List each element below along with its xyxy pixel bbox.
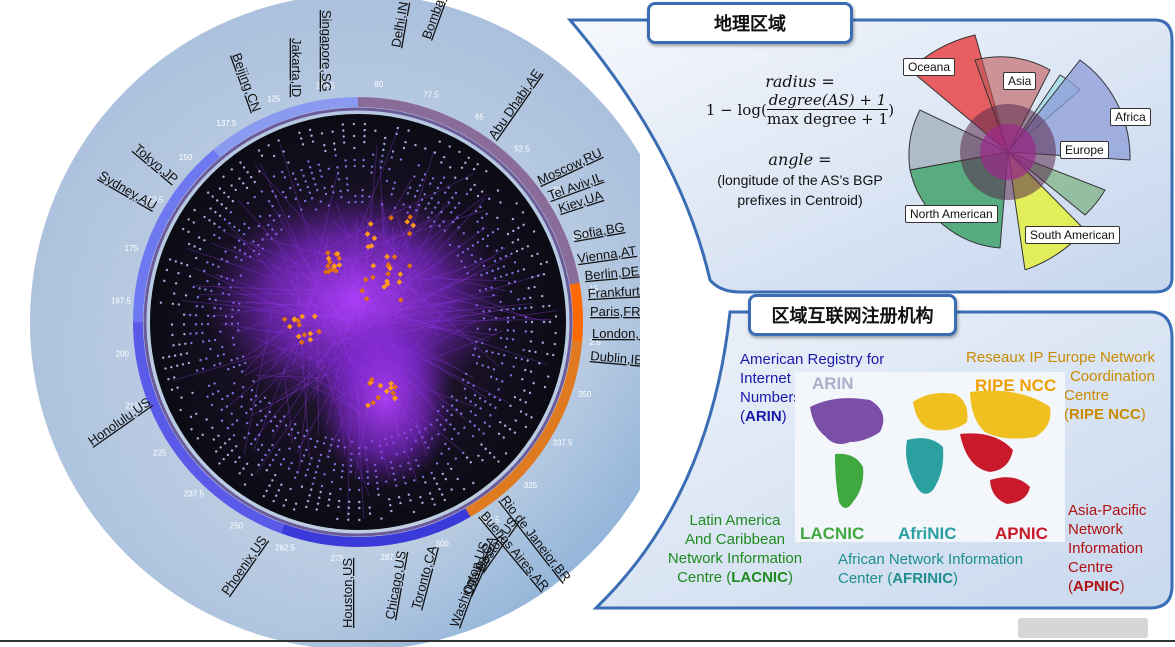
tick-label: 150 bbox=[179, 153, 193, 162]
arin-line-1: American Registry for bbox=[740, 350, 884, 369]
tick-label: 125 bbox=[267, 94, 281, 103]
tick-label: 90 bbox=[374, 80, 383, 89]
afrinic-line-2: Center bbox=[838, 570, 883, 587]
apnic-description: Asia-Pacific Network Information Centre … bbox=[1068, 501, 1146, 596]
region-label-south-american: South American bbox=[1025, 226, 1120, 244]
ripe-line-1: Reseaux IP Europe Network bbox=[950, 348, 1155, 367]
geo-region-title-text: 地理区域 bbox=[714, 10, 786, 36]
arin-abbr: ARIN bbox=[745, 408, 782, 425]
log-suffix: ) bbox=[888, 101, 894, 119]
rir-world-map bbox=[795, 372, 1065, 542]
rir-title-text: 区域互联网注册机构 bbox=[772, 302, 934, 328]
as-circle-visualization: 90 77.5 65 52.5 40 27.5 15 2.5 350 337.5 325 312.5 3… bbox=[0, 0, 640, 647]
tick-label: 325 bbox=[524, 481, 538, 490]
lacnic-line-4: Centre bbox=[677, 569, 722, 586]
tick-label: 262.5 bbox=[275, 544, 296, 553]
angle-desc-2: prefixes in Centroid) bbox=[700, 190, 900, 210]
lacnic-line-2: And Caribbean bbox=[655, 530, 815, 549]
region-label-north-american: North American bbox=[905, 205, 998, 223]
city-label: Jakarta,ID bbox=[289, 38, 304, 97]
lacnic-line-3: Network Information bbox=[655, 549, 815, 568]
apnic-line-4: Centre bbox=[1068, 558, 1146, 577]
geo-region-title: 地理区域 bbox=[647, 2, 853, 44]
region-label-europe: Europe bbox=[1060, 141, 1109, 159]
city-label: Singapore,SG bbox=[319, 10, 334, 92]
map-tag-lacnic: LACNIC bbox=[800, 524, 864, 544]
tick-label: 65 bbox=[475, 112, 484, 121]
map-tag-arin: ARIN bbox=[812, 374, 854, 394]
afrinic-line-1: African Network Information bbox=[838, 550, 1023, 569]
ripe-abbr: RIPE NCC bbox=[1069, 406, 1141, 423]
apnic-abbr: APNIC bbox=[1073, 578, 1120, 595]
tick-label: 187.5 bbox=[111, 296, 132, 305]
apnic-line-2: Network bbox=[1068, 520, 1146, 539]
lacnic-abbr: LACNIC bbox=[731, 569, 788, 586]
apnic-line-3: Information bbox=[1068, 539, 1146, 558]
log-prefix: 1 − log( bbox=[706, 101, 767, 119]
angle-desc-1: (longitude of the AS’s BGP bbox=[700, 170, 900, 190]
lacnic-description: Latin America And Caribbean Network Info… bbox=[655, 511, 815, 587]
radius-formula: radius = 1 − log( degree(AS) + 1 max deg… bbox=[700, 72, 900, 128]
region-label-africa: Africa bbox=[1110, 108, 1151, 126]
apnic-line-1: Asia-Pacific bbox=[1068, 501, 1146, 520]
angle-label: angle = bbox=[700, 150, 900, 170]
city-label: Houston,US bbox=[340, 558, 355, 628]
footer-bar bbox=[1018, 618, 1148, 638]
formula-numerator: degree(AS) + 1 bbox=[767, 91, 888, 110]
tick-label: 137.5 bbox=[216, 119, 237, 128]
angle-formula: angle = (longitude of the AS’s BGP prefi… bbox=[700, 150, 900, 210]
map-tag-ripe: RIPE NCC bbox=[975, 376, 1056, 396]
tick-label: 337.5 bbox=[553, 439, 574, 448]
tick-label: 225 bbox=[153, 449, 167, 458]
tick-label: 52.5 bbox=[514, 145, 530, 154]
rir-title: 区域互联网注册机构 bbox=[748, 294, 957, 336]
afrinic-description: African Network Information Center (AFRI… bbox=[838, 550, 1023, 588]
tick-label: 250 bbox=[230, 522, 244, 531]
afrinic-abbr: AFRINIC bbox=[892, 570, 953, 587]
tick-label: 175 bbox=[125, 244, 139, 253]
formula-denominator: max degree + 1 bbox=[767, 110, 888, 128]
bottom-rule bbox=[0, 640, 1175, 642]
region-label-asia: Asia bbox=[1003, 72, 1036, 90]
map-tag-apnic: APNIC bbox=[995, 524, 1048, 544]
lacnic-line-1: Latin America bbox=[655, 511, 815, 530]
tick-label: 200 bbox=[116, 350, 130, 359]
map-tag-afrinic: AfriNIC bbox=[898, 524, 957, 544]
region-label-oceana: Oceana bbox=[903, 58, 955, 76]
tick-label: 77.5 bbox=[423, 91, 439, 100]
tick-label: 237.5 bbox=[184, 490, 205, 499]
radius-label: radius = bbox=[700, 72, 900, 91]
